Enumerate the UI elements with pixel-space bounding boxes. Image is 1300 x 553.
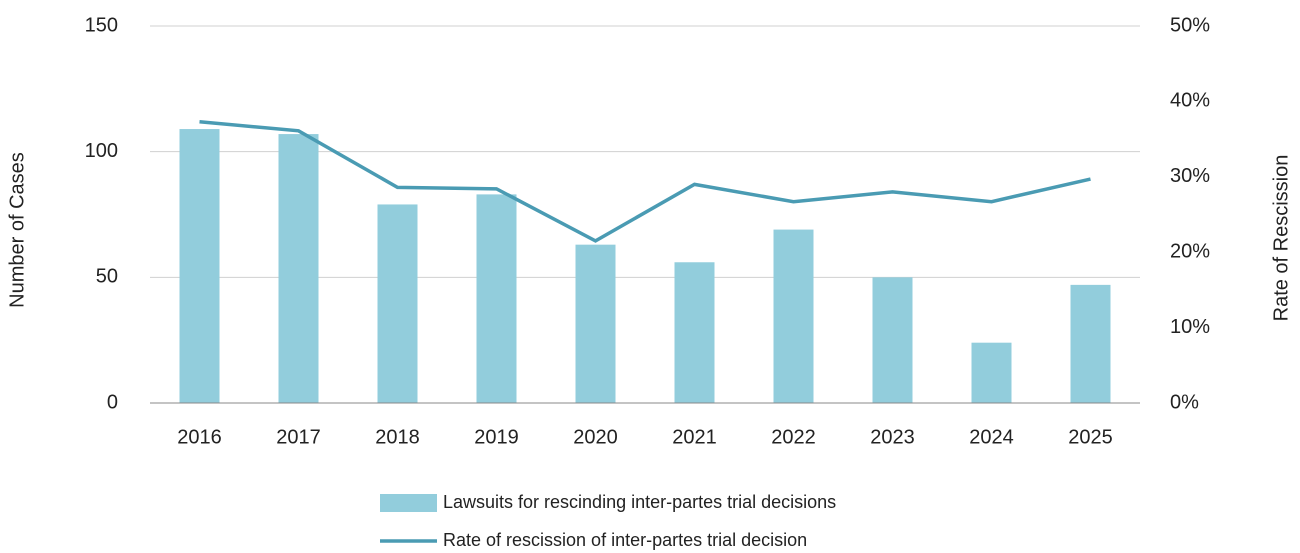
bar [773, 229, 814, 403]
bar [971, 342, 1012, 403]
y2-tick-label: 40% [1170, 90, 1210, 112]
bar [179, 129, 220, 403]
bar [872, 277, 913, 403]
y2-tick-label: 20% [1170, 240, 1210, 262]
x-tick-label: 2024 [969, 426, 1014, 448]
x-tick-label: 2018 [375, 426, 420, 448]
y-tick-label: 0 [107, 391, 118, 413]
x-tick-label: 2016 [177, 426, 222, 448]
x-tick-label: 2023 [870, 426, 915, 448]
y2-tick-label: 0% [1170, 391, 1199, 413]
bar [377, 204, 418, 403]
legend-swatch [380, 494, 437, 512]
y-tick-label: 150 [85, 14, 118, 36]
bar [476, 194, 517, 403]
y2-tick-label: 10% [1170, 316, 1210, 338]
x-tick-label: 2022 [771, 426, 816, 448]
y-tick-label: 100 [85, 140, 118, 162]
bar [278, 134, 319, 403]
x-tick-label: 2025 [1068, 426, 1113, 448]
y-axis-title: Number of Cases [6, 152, 28, 308]
bar [1070, 284, 1111, 403]
y-tick-label: 50 [96, 266, 118, 288]
y2-tick-label: 30% [1170, 165, 1210, 187]
x-tick-label: 2017 [276, 426, 321, 448]
y2-tick-label: 50% [1170, 14, 1210, 36]
line [199, 120, 1091, 243]
x-tick-label: 2020 [573, 426, 618, 448]
bar [674, 262, 715, 403]
x-tick-label: 2021 [672, 426, 717, 448]
bar [575, 244, 616, 403]
legend-label: Lawsuits for rescinding inter-partes tri… [443, 492, 836, 512]
x-tick-label: 2019 [474, 426, 519, 448]
y2-axis-title: Rate of Rescission [1270, 155, 1292, 322]
legend-label: Rate of rescission of inter-partes trial… [443, 530, 807, 550]
